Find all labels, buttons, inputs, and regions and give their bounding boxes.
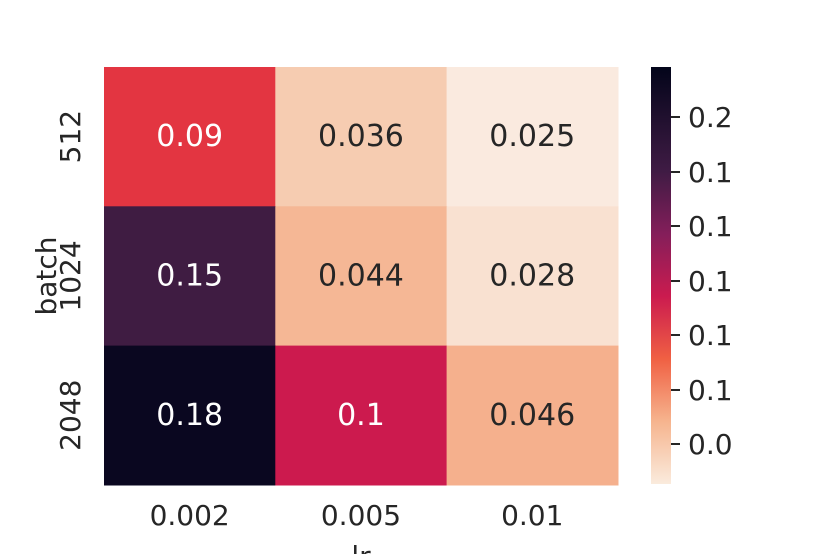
x-tick-labels: 0.002 0.005 0.01 [150,499,564,532]
x-tick-label: 0.005 [321,499,401,532]
heatmap-cell [275,345,448,486]
heatmap-cell [104,206,276,347]
cell-value-label: 0.025 [489,119,575,154]
heatmap-cell [446,206,619,347]
heatmap-cell [104,345,276,486]
colorbar-tick-label: 0.1 [688,374,733,407]
colorbar-tick-label: 0.1 [688,319,733,352]
y-tick-label: 512 [54,110,87,163]
cell-value-label: 0.18 [156,398,223,433]
colorbar-tick-label: 0.1 [688,210,733,243]
colorbar-tick-label: 0.1 [688,265,733,298]
heatmap-cell [446,345,619,486]
x-axis-label: lr [351,540,371,554]
y-tick-label: 2048 [54,380,87,451]
colorbar-tick-label: 0.2 [688,101,733,134]
y-tick-labels: 512 1024 2048 [54,110,87,451]
cell-value-label: 0.046 [489,398,575,433]
cell-value-label: 0.044 [318,258,404,293]
heatmap-cell [446,67,619,207]
colorbar-tick-label: 0.0 [688,428,733,461]
y-axis-label: batch [30,236,63,315]
cell-value-label: 0.036 [318,119,404,154]
colorbar [651,67,671,484]
x-tick-label: 0.01 [501,499,563,532]
heatmap-cells: 0.09 0.036 0.025 0.15 0.044 0.028 0.18 0.1 0.046 [104,67,619,486]
cell-value-label: 0.1 [337,398,385,433]
x-tick-label: 0.002 [150,499,230,532]
cell-value-label: 0.028 [489,258,575,293]
heatmap-cell [275,206,448,347]
colorbar-tick-label: 0.1 [688,156,733,189]
cell-value-label: 0.09 [156,119,223,154]
heatmap-cell [104,67,276,207]
colorbar-ticks: 0.2 0.1 0.1 0.1 0.1 0.1 0.0 [671,101,733,461]
heatmap-cell [275,67,448,207]
y-tick-label: 1024 [54,240,87,311]
cell-value-label: 0.15 [156,258,223,293]
